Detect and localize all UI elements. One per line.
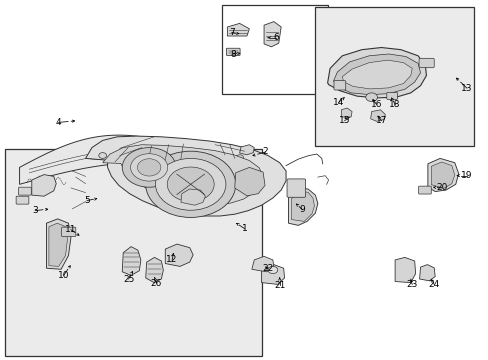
Polygon shape: [419, 265, 434, 281]
Polygon shape: [327, 48, 426, 98]
Polygon shape: [342, 60, 411, 89]
FancyBboxPatch shape: [16, 196, 29, 204]
Text: 13: 13: [460, 84, 472, 93]
Polygon shape: [430, 162, 454, 188]
Text: 22: 22: [262, 264, 273, 274]
Text: 14: 14: [332, 98, 344, 107]
Polygon shape: [264, 22, 281, 47]
Text: 19: 19: [460, 171, 472, 180]
FancyBboxPatch shape: [386, 93, 397, 99]
Text: 10: 10: [58, 271, 69, 280]
Polygon shape: [370, 110, 385, 121]
Text: 2: 2: [262, 148, 268, 157]
Text: 16: 16: [370, 100, 382, 109]
Polygon shape: [102, 145, 263, 205]
Circle shape: [122, 148, 176, 187]
Polygon shape: [239, 145, 254, 155]
Circle shape: [145, 151, 235, 217]
Text: 20: 20: [435, 184, 447, 193]
Polygon shape: [341, 108, 351, 117]
Circle shape: [155, 158, 225, 210]
Polygon shape: [251, 256, 273, 272]
Text: 18: 18: [388, 100, 400, 109]
Circle shape: [130, 154, 167, 181]
Polygon shape: [145, 257, 163, 283]
Text: 6: 6: [273, 33, 279, 42]
FancyBboxPatch shape: [226, 48, 240, 55]
Polygon shape: [261, 265, 284, 284]
FancyBboxPatch shape: [418, 58, 433, 68]
Text: 11: 11: [65, 225, 77, 234]
FancyBboxPatch shape: [61, 227, 76, 237]
Text: 7: 7: [228, 28, 234, 37]
Circle shape: [365, 93, 377, 102]
Polygon shape: [234, 167, 264, 196]
Text: 12: 12: [166, 256, 178, 264]
Text: 8: 8: [229, 50, 235, 59]
Text: 21: 21: [273, 281, 285, 289]
FancyBboxPatch shape: [286, 179, 305, 197]
Circle shape: [235, 155, 243, 161]
Text: 4: 4: [56, 118, 61, 127]
Bar: [315, 7, 473, 146]
Bar: [5, 149, 261, 356]
Polygon shape: [32, 175, 56, 196]
Text: 17: 17: [375, 116, 386, 125]
Polygon shape: [85, 136, 285, 216]
Polygon shape: [288, 188, 317, 225]
Polygon shape: [181, 189, 205, 205]
FancyBboxPatch shape: [418, 186, 430, 194]
Polygon shape: [427, 158, 458, 192]
Bar: [222, 5, 327, 94]
FancyBboxPatch shape: [333, 81, 345, 90]
Polygon shape: [333, 54, 420, 95]
Text: 1: 1: [241, 224, 247, 233]
Circle shape: [99, 153, 106, 158]
Circle shape: [137, 159, 161, 176]
Circle shape: [182, 149, 189, 155]
Text: 25: 25: [122, 275, 134, 284]
Circle shape: [267, 266, 277, 274]
Text: 5: 5: [84, 196, 90, 205]
Polygon shape: [291, 192, 314, 221]
Polygon shape: [49, 223, 67, 266]
Polygon shape: [20, 135, 264, 184]
Polygon shape: [394, 257, 415, 283]
Text: 15: 15: [338, 116, 350, 125]
Polygon shape: [227, 23, 249, 36]
Text: 3: 3: [32, 206, 38, 215]
Text: 9: 9: [299, 205, 305, 214]
FancyBboxPatch shape: [19, 187, 31, 195]
Text: 23: 23: [406, 280, 417, 289]
Polygon shape: [122, 247, 141, 275]
Text: 26: 26: [150, 279, 162, 288]
Polygon shape: [46, 219, 71, 269]
Circle shape: [167, 167, 214, 202]
Polygon shape: [165, 244, 193, 266]
Text: 24: 24: [427, 280, 439, 289]
